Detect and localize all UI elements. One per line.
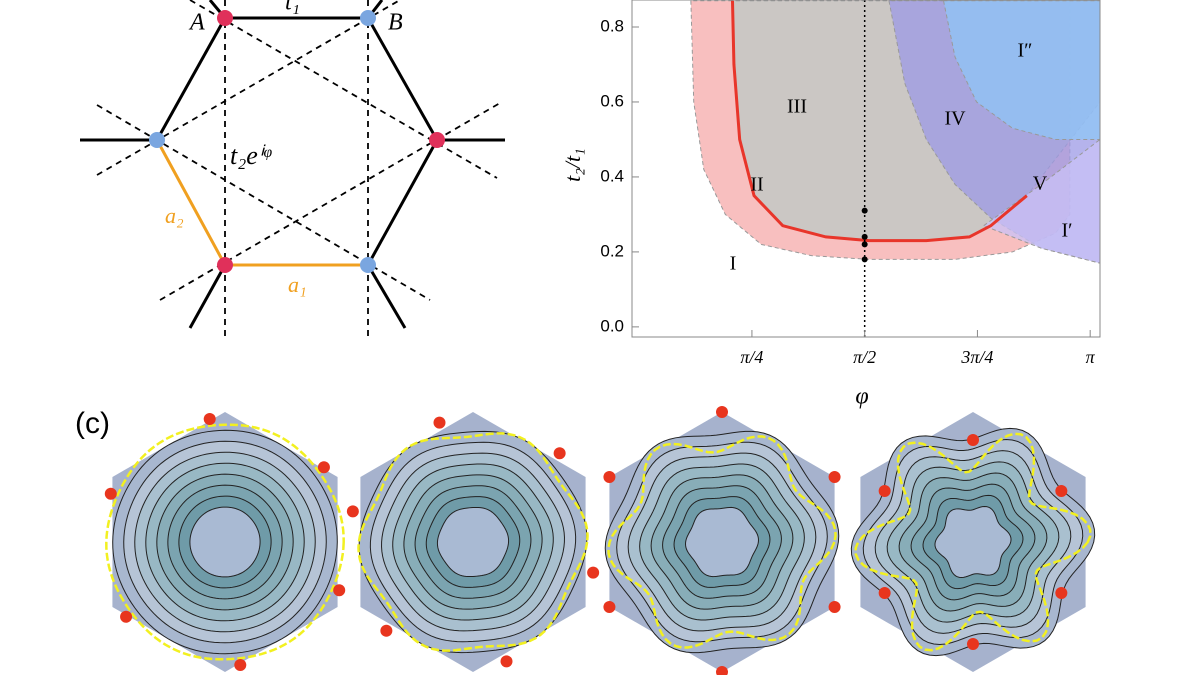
dirac-point bbox=[380, 624, 393, 637]
dirac-point bbox=[104, 487, 117, 500]
dirac-point bbox=[587, 566, 600, 579]
region-label: II bbox=[750, 174, 763, 196]
phase-region bbox=[982, 138, 1100, 264]
contour bbox=[189, 506, 261, 578]
dirac-point bbox=[603, 601, 616, 613]
region-label: IV bbox=[944, 108, 966, 130]
dirac-point bbox=[603, 471, 616, 483]
cut-point bbox=[861, 256, 868, 263]
x-tick-label: π/4 bbox=[740, 347, 763, 367]
vector-label: a₂ bbox=[165, 203, 184, 228]
x-tick-label: π bbox=[1086, 347, 1096, 367]
y-tick-label: 0.2 bbox=[600, 241, 624, 260]
site-label: B bbox=[388, 10, 403, 36]
cut-point bbox=[861, 207, 868, 214]
plot-frame bbox=[631, 0, 1101, 338]
dirac-point bbox=[967, 434, 979, 446]
dirac-point bbox=[203, 412, 216, 425]
hexagon-plot bbox=[603, 406, 841, 675]
phase-region bbox=[942, 0, 1100, 140]
contour bbox=[934, 505, 1012, 579]
panel-label: (c) bbox=[75, 407, 110, 440]
y-tick-label: 0.0 bbox=[600, 316, 624, 335]
hexagon-plot bbox=[850, 412, 1096, 672]
region-label: I′ bbox=[1061, 220, 1072, 242]
dirac-point bbox=[433, 416, 446, 429]
dirac-point bbox=[878, 485, 891, 497]
hop-label: t₁ bbox=[285, 0, 300, 16]
cut-point bbox=[861, 233, 868, 240]
region-label: V bbox=[1033, 173, 1048, 195]
region-label: I″ bbox=[1018, 40, 1033, 62]
y-axis-label: t₂/t₁ bbox=[560, 148, 585, 182]
dirac-point bbox=[553, 447, 566, 460]
hexagon-plot bbox=[346, 412, 600, 672]
dirac-point bbox=[1055, 485, 1068, 497]
dirac-point bbox=[878, 587, 891, 599]
region-label: III bbox=[787, 96, 807, 118]
dirac-point bbox=[333, 584, 346, 597]
dirac-point bbox=[828, 471, 841, 483]
vector-label: a₁ bbox=[288, 272, 307, 297]
fermi-surface bbox=[854, 432, 1092, 652]
lattice-diagram: A B t₁ t₂eⁱᵠ a₂ a₁ bbox=[80, 0, 505, 338]
phase-boundary bbox=[730, 0, 1028, 243]
fermi-surface bbox=[105, 423, 345, 661]
contour bbox=[436, 506, 510, 578]
fermi-surface bbox=[607, 435, 837, 649]
cut-point bbox=[861, 241, 868, 248]
x-axis-label: φ bbox=[855, 384, 868, 410]
dirac-point bbox=[346, 505, 359, 518]
dirac-point bbox=[234, 659, 247, 672]
plot-area bbox=[690, 0, 1100, 337]
region-label: I bbox=[730, 253, 737, 275]
dirac-point bbox=[967, 638, 979, 650]
y-tick-label: 0.6 bbox=[600, 91, 624, 110]
x-tick-label: 3π/4 bbox=[960, 347, 993, 367]
dirac-point bbox=[716, 666, 728, 675]
y-tick-label: 0.8 bbox=[600, 16, 624, 35]
band-plots bbox=[104, 406, 1096, 675]
dirac-point bbox=[500, 655, 513, 668]
dirac-point bbox=[1055, 587, 1068, 599]
hop-label: t₂eⁱᵠ bbox=[230, 141, 272, 170]
dirac-point bbox=[716, 406, 728, 418]
fermi-surface bbox=[357, 432, 589, 652]
dirac-point bbox=[120, 610, 133, 623]
dirac-point bbox=[828, 601, 841, 613]
x-tick-label: π/2 bbox=[853, 347, 876, 367]
hexagon-plot bbox=[104, 412, 346, 672]
y-tick-label: 0.4 bbox=[600, 166, 624, 185]
contour bbox=[685, 506, 759, 578]
dirac-point bbox=[317, 461, 330, 474]
site-label: A bbox=[188, 10, 205, 36]
